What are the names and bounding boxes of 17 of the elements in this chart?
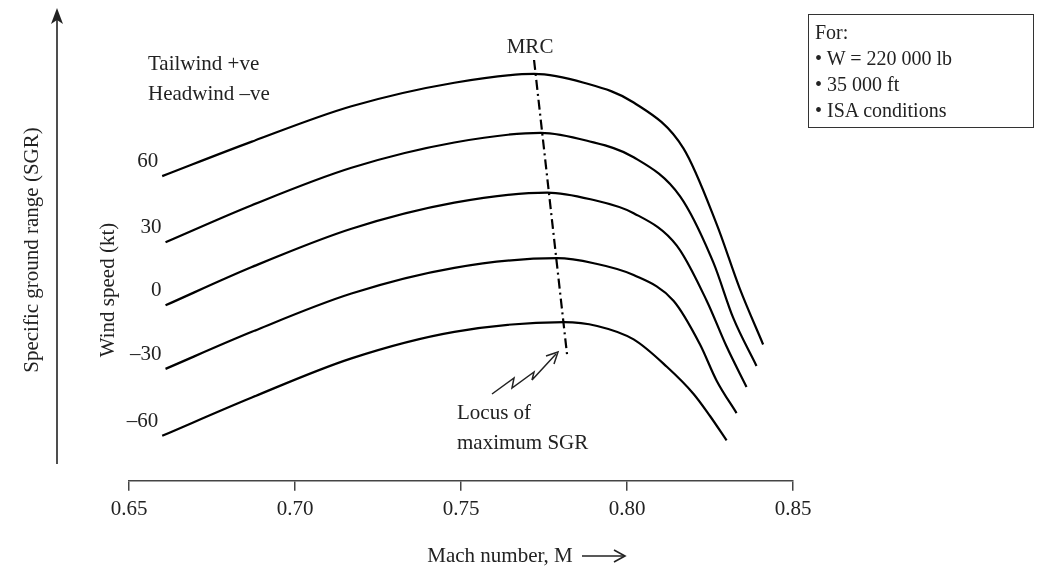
series-label: MRC <box>506 34 554 59</box>
annotation: Locus of maximum SGR <box>457 399 589 454</box>
x-tick-label: 0.75 <box>442 495 480 520</box>
series-label: 60 <box>137 148 159 173</box>
x-tick-label: 0.80 <box>608 495 646 520</box>
series-label: 0 <box>151 277 162 302</box>
series-label: –30 <box>129 340 162 365</box>
text: Wind speed (kt) <box>94 222 119 358</box>
text: For: • W = 220 000 lb • 35 000 ft • ISA conditions <box>808 14 1034 128</box>
annotation: Tailwind +ve Headwind –ve <box>148 50 270 105</box>
x-tick-label: 0.70 <box>276 495 314 520</box>
series-label: –60 <box>125 407 159 432</box>
x-axis-title: Mach number, M <box>427 542 574 567</box>
x-tick-label: 0.85 <box>774 495 812 520</box>
series-label: 30 <box>140 214 162 239</box>
y-axis-title: Specific ground range (SGR) <box>18 127 43 373</box>
x-tick-label: 0.65 <box>110 495 148 520</box>
